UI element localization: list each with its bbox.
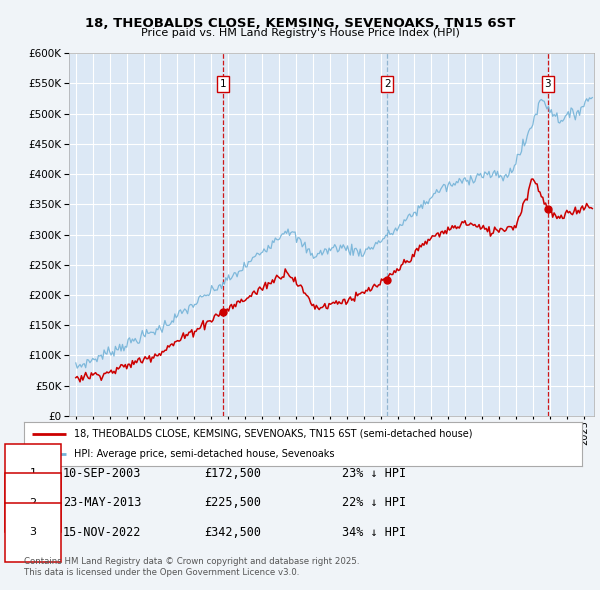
Text: 2: 2 [384, 79, 391, 89]
Text: 22% ↓ HPI: 22% ↓ HPI [342, 496, 406, 509]
Text: Price paid vs. HM Land Registry's House Price Index (HPI): Price paid vs. HM Land Registry's House … [140, 28, 460, 38]
Text: 18, THEOBALDS CLOSE, KEMSING, SEVENOAKS, TN15 6ST: 18, THEOBALDS CLOSE, KEMSING, SEVENOAKS,… [85, 17, 515, 30]
Text: £225,500: £225,500 [204, 496, 261, 509]
Text: 3: 3 [29, 527, 37, 537]
Text: 3: 3 [545, 79, 551, 89]
Text: 34% ↓ HPI: 34% ↓ HPI [342, 526, 406, 539]
Text: 2: 2 [29, 498, 37, 507]
Text: 1: 1 [220, 79, 226, 89]
Text: 18, THEOBALDS CLOSE, KEMSING, SEVENOAKS, TN15 6ST (semi-detached house): 18, THEOBALDS CLOSE, KEMSING, SEVENOAKS,… [74, 429, 473, 439]
Text: £172,500: £172,500 [204, 467, 261, 480]
Text: This data is licensed under the Open Government Licence v3.0.: This data is licensed under the Open Gov… [24, 568, 299, 577]
Text: 1: 1 [29, 468, 37, 478]
Text: Contains HM Land Registry data © Crown copyright and database right 2025.: Contains HM Land Registry data © Crown c… [24, 558, 359, 566]
Text: 15-NOV-2022: 15-NOV-2022 [63, 526, 142, 539]
Text: HPI: Average price, semi-detached house, Sevenoaks: HPI: Average price, semi-detached house,… [74, 449, 335, 459]
Text: 10-SEP-2003: 10-SEP-2003 [63, 467, 142, 480]
Text: 23% ↓ HPI: 23% ↓ HPI [342, 467, 406, 480]
Text: £342,500: £342,500 [204, 526, 261, 539]
Text: 23-MAY-2013: 23-MAY-2013 [63, 496, 142, 509]
